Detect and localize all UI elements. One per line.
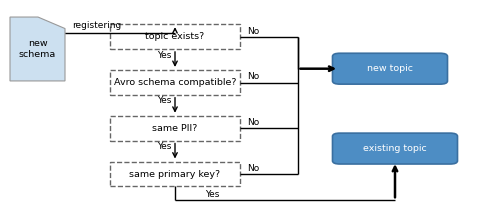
Bar	[110, 24, 240, 49]
Bar	[110, 162, 240, 186]
Text: No: No	[248, 27, 260, 36]
Text: topic exists?: topic exists?	[146, 32, 204, 41]
Text: No: No	[248, 72, 260, 81]
Text: new topic: new topic	[367, 64, 413, 73]
Text: No: No	[248, 164, 260, 173]
Text: Yes: Yes	[205, 190, 220, 199]
Text: new
schema: new schema	[19, 39, 56, 59]
Text: same PII?: same PII?	[152, 124, 198, 133]
FancyBboxPatch shape	[332, 53, 448, 84]
Polygon shape	[10, 17, 65, 81]
Text: No: No	[248, 118, 260, 127]
Text: Yes: Yes	[158, 96, 172, 105]
Text: Yes: Yes	[158, 142, 172, 151]
Bar	[110, 116, 240, 141]
Text: registering: registering	[72, 21, 122, 30]
Text: Avro schema compatible?: Avro schema compatible?	[114, 78, 236, 87]
Bar	[110, 70, 240, 95]
Text: existing topic: existing topic	[363, 144, 427, 153]
Text: same primary key?: same primary key?	[130, 170, 220, 179]
FancyBboxPatch shape	[332, 133, 458, 164]
Text: Yes: Yes	[158, 50, 172, 59]
